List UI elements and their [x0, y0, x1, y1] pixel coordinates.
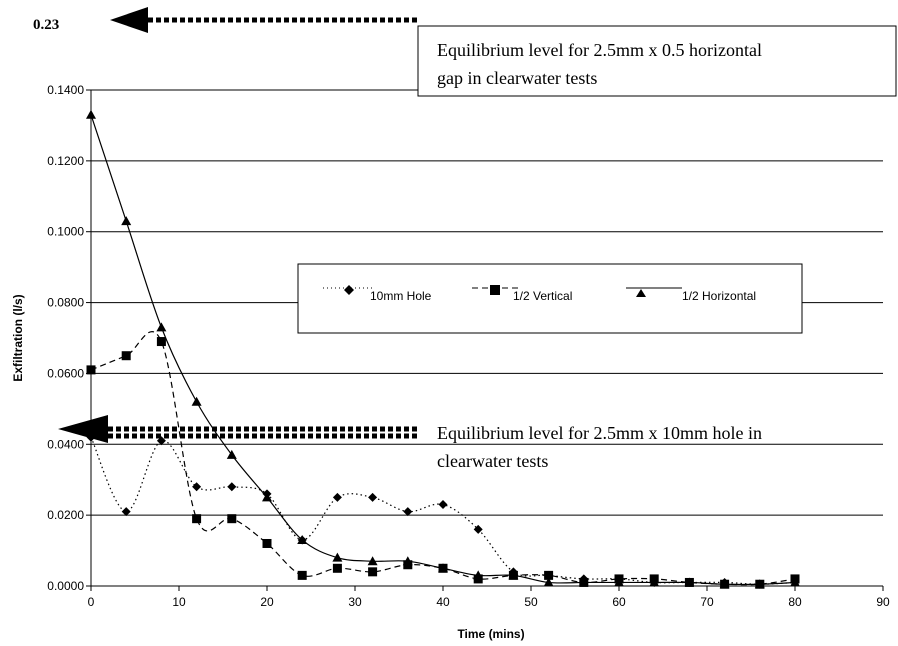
x-tick-label: 50 [524, 595, 538, 609]
y-tick-label: 0.0800 [47, 296, 84, 310]
series-line-1-2-horizontal [90, 114, 796, 586]
legend-box [297, 263, 803, 334]
x-tick-labels: 0 10 20 30 40 50 60 70 80 90 [88, 586, 890, 609]
y-tick-label: 0.0200 [47, 508, 84, 522]
legend-marker-triangle [636, 289, 646, 297]
data-point-1-2-horizontal [649, 577, 660, 587]
x-tick-label: 40 [436, 595, 450, 609]
data-point-1-2-horizontal [156, 322, 167, 332]
data-point-1-2-horizontal [121, 216, 132, 226]
data-point-1-2-horizontal [754, 579, 765, 589]
data-point-1-2-vertical [227, 514, 237, 524]
top-annotation: 0.23 Equilibrium level for 2.5mm x 0.5 h… [33, 7, 897, 97]
axes [90, 90, 883, 587]
data-point-1-2-horizontal [578, 577, 589, 587]
x-axis-title: Time (mins) [457, 627, 524, 641]
data-point-1-2-horizontal [719, 579, 730, 589]
data-point-1-2-vertical [544, 570, 554, 580]
data-point-1-2-horizontal [684, 577, 695, 587]
data-point-1-2-vertical [156, 337, 166, 347]
x-tick-label: 70 [700, 595, 714, 609]
x-tick-label: 90 [876, 595, 890, 609]
x-tick-label: 30 [348, 595, 362, 609]
data-point-1-2-horizontal [332, 552, 343, 562]
data-point-10mm-hole [438, 500, 448, 510]
legend-entry-10mm-hole: 10mm Hole [323, 285, 432, 303]
data-point-1-2-vertical [332, 563, 342, 573]
data-point-1-2-vertical [86, 365, 96, 375]
gridlines [91, 89, 883, 516]
y-tick-labels: 0.0000 0.0200 0.0400 0.0600 0.0800 0.1000 0.12… [47, 83, 91, 593]
data-point-1-2-vertical [368, 567, 378, 577]
data-point-1-2-horizontal [543, 577, 554, 587]
top-annotation-mask [419, 90, 895, 95]
y-tick-label: 0.1000 [47, 225, 84, 239]
data-point-10mm-hole [121, 507, 131, 517]
data-point-1-2-horizontal [367, 556, 378, 566]
legend: 10mm Hole 1/2 Vertical 1/2 Horizontal [297, 263, 803, 334]
y-axis-title: Exfiltration (l/s) [11, 294, 25, 381]
data-point-1-2-vertical [262, 538, 272, 548]
data-point-1-2-vertical [192, 514, 202, 524]
data-point-1-2-horizontal [226, 449, 237, 459]
legend-entry-horizontal: 1/2 Horizontal [626, 287, 756, 303]
legend-marker-diamond [344, 285, 354, 295]
y-tick-label: 0.0000 [47, 579, 84, 593]
series-markers [86, 109, 800, 589]
data-point-1-2-horizontal [790, 577, 800, 587]
lower-annotation-line1: Equilibrium level for 2.5mm x 10mm hole … [437, 423, 762, 443]
data-point-1-2-vertical [297, 570, 307, 580]
legend-marker-square [490, 285, 500, 295]
top-annotation-box [417, 25, 897, 97]
series-lines [90, 114, 796, 586]
data-point-1-2-horizontal [297, 534, 308, 544]
data-point-1-2-horizontal [473, 570, 484, 580]
data-point-1-2-horizontal [262, 492, 272, 502]
data-point-1-2-horizontal [438, 563, 448, 573]
data-point-10mm-hole [192, 482, 202, 492]
data-point-10mm-hole [332, 492, 342, 502]
data-point-1-2-horizontal [614, 577, 624, 587]
y-tick-label: 0.0600 [47, 366, 84, 380]
lower-arrow-head [58, 415, 108, 443]
data-point-1-2-horizontal [508, 570, 519, 580]
legend-label-vertical: 1/2 Vertical [513, 289, 572, 303]
x-tick-label: 10 [172, 595, 186, 609]
y-tick-label: 0.1200 [47, 154, 84, 168]
legend-entry-vertical: 1/2 Vertical [472, 285, 572, 303]
lower-annotation-line2: clearwater tests [437, 451, 548, 471]
data-point-1-2-horizontal [86, 109, 96, 119]
data-point-10mm-hole [473, 524, 483, 534]
data-point-10mm-hole [403, 507, 413, 517]
series-line-1-2-vertical [90, 331, 796, 586]
data-point-1-2-horizontal [402, 556, 413, 566]
lower-annotation: Equilibrium level for 2.5mm x 10mm hole … [58, 415, 762, 471]
x-tick-label: 0 [88, 595, 95, 609]
x-tick-label: 20 [260, 595, 274, 609]
top-annotation-line2: gap in clearwater tests [437, 68, 597, 88]
x-tick-label: 60 [612, 595, 626, 609]
data-point-1-2-horizontal [191, 396, 202, 406]
y-tick-label: 0.0400 [47, 437, 84, 451]
top-annotation-value: 0.23 [33, 17, 59, 33]
top-annotation-line1: Equilibrium level for 2.5mm x 0.5 horizo… [437, 40, 762, 60]
x-tick-label: 80 [788, 595, 802, 609]
data-point-10mm-hole [368, 492, 378, 502]
top-arrow-head [110, 7, 148, 33]
data-point-10mm-hole [227, 482, 237, 492]
y-tick-label: 0.1400 [47, 83, 84, 97]
data-point-1-2-vertical [121, 351, 131, 361]
legend-label-10mm-hole: 10mm Hole [370, 289, 432, 303]
legend-label-horizontal: 1/2 Horizontal [682, 289, 756, 303]
